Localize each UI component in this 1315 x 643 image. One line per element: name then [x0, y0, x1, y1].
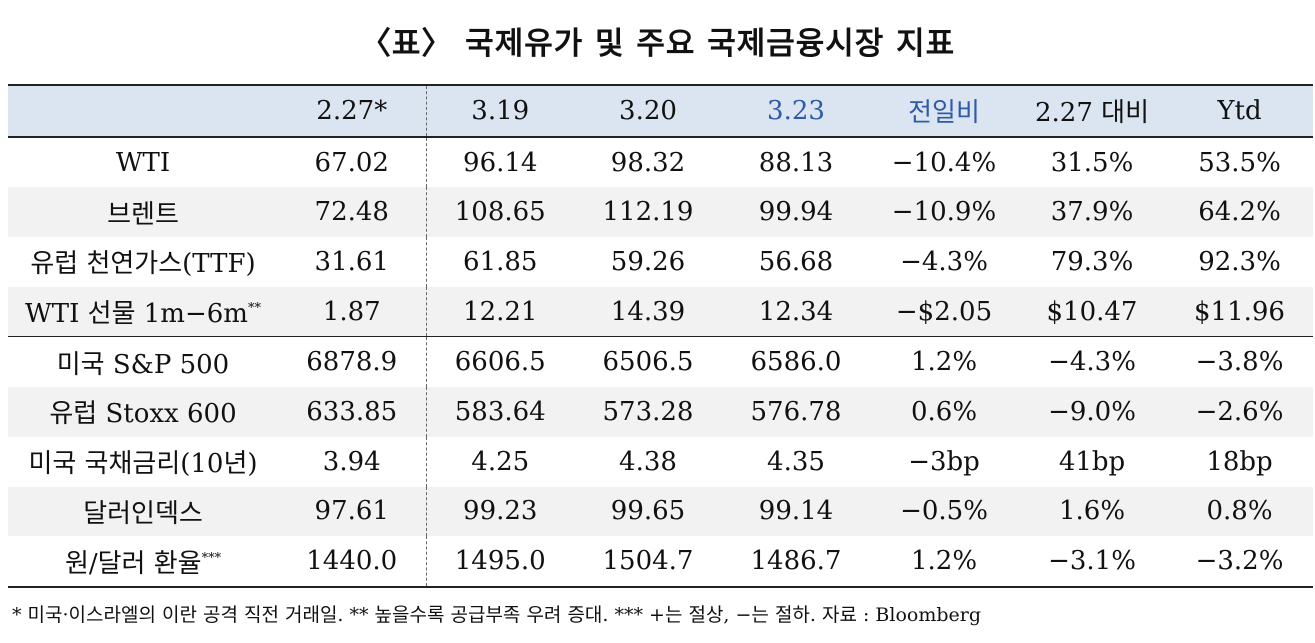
table-cell: 97.61: [278, 486, 427, 537]
table-cell: 88.13: [758, 147, 834, 178]
table-cell: 96.14: [463, 147, 538, 178]
row-label: 미국 S&P 500: [8, 336, 278, 388]
table-footnote: * 미국·이스라엘의 이란 공격 직전 거래일. ** 높을수록 공급부족 우려…: [12, 604, 982, 626]
table-cell: 31.61: [278, 237, 427, 287]
market-indicators-table: 2.27* 3.19 3.20 3.23 전일비 2.27 대비 Ytd WTI…: [8, 84, 1313, 588]
table-cell: 0.8%: [1166, 486, 1313, 537]
table-cell: −10.4%: [891, 147, 997, 178]
table-cell: 1486.7: [722, 536, 870, 588]
table-cell: 6586.0: [722, 336, 870, 388]
table-cell: 573.28: [574, 387, 722, 437]
table-cell: 1440.0: [278, 536, 427, 588]
table-cell: −3bp: [908, 446, 980, 477]
table-cell: −10.9%: [870, 187, 1018, 238]
table-cell: −4.3%: [1018, 336, 1166, 388]
table-cell: $10.47: [1018, 286, 1166, 337]
table-cell: −$2.05: [870, 286, 1018, 337]
table-cell: 61.85: [463, 246, 538, 277]
header-label-col: [8, 84, 278, 138]
table-cell: 98.32: [610, 147, 686, 178]
table-cell: −3.1%: [1018, 536, 1166, 588]
table-cell: 6878.9: [278, 336, 427, 388]
table-cell: 92.3%: [1198, 246, 1281, 277]
row-label: WTI: [115, 147, 171, 178]
table-cell: 53.5%: [1198, 147, 1281, 178]
table-cell: 12.21: [426, 286, 574, 337]
table-cell: 1504.7: [574, 536, 722, 588]
table-row-wti: WTI 67.02 96.14 98.32 88.13 −10.4% 31.5%…: [8, 136, 1313, 188]
row-label: 유럽 천연가스(TTF): [30, 249, 256, 280]
row-label: 원/달러 환율***: [8, 536, 278, 588]
table-cell: 633.85: [278, 387, 427, 437]
table-cell: −9.0%: [1018, 387, 1166, 437]
table-cell: 67.02: [278, 136, 427, 188]
table-cell: 37.9%: [1018, 187, 1166, 238]
table-title: 〈표〉 국제유가 및 주요 국제금융시장 지표: [359, 26, 956, 62]
table-row-krw: 원/달러 환율*** 1440.0 1495.0 1504.7 1486.7 1…: [8, 536, 1313, 588]
table-cell: 99.14: [722, 486, 870, 537]
table-cell: −0.5%: [870, 486, 1018, 537]
row-label: 브렌트: [8, 187, 278, 238]
table-cell: 99.23: [426, 486, 574, 537]
table-cell: 41bp: [1058, 446, 1126, 477]
table-cell: 64.2%: [1166, 187, 1313, 238]
table-cell: 6506.5: [574, 336, 722, 388]
table-cell: 1.6%: [1018, 486, 1166, 537]
table-row-wti-spread: WTI 선물 1m−6m** 1.87 12.21 14.39 12.34 −$…: [8, 286, 1313, 337]
table-row-brent: 브렌트 72.48 108.65 112.19 99.94 −10.9% 37.…: [8, 187, 1313, 238]
table-cell: 56.68: [758, 246, 834, 277]
table-cell: 576.78: [722, 387, 870, 437]
table-cell: 18bp: [1206, 446, 1273, 477]
table-cell: $11.96: [1166, 286, 1313, 337]
table-cell: 72.48: [278, 187, 427, 238]
table-cell: 112.19: [574, 187, 722, 238]
table-cell: 79.3%: [1050, 246, 1134, 277]
table-cell: −2.6%: [1166, 387, 1313, 437]
table-row-dxy: 달러인덱스 97.61 99.23 99.65 99.14 −0.5% 1.6%…: [8, 486, 1313, 537]
table-cell: 14.39: [574, 286, 722, 337]
table-cell: −4.3%: [900, 246, 988, 277]
table-cell: 59.26: [610, 246, 686, 277]
table-row-ttf: 유럽 천연가스(TTF) 31.61 61.85 59.26 56.68 −4.…: [8, 237, 1313, 287]
table-cell: −3.8%: [1166, 336, 1313, 388]
row-label: 유럽 Stoxx 600: [8, 387, 278, 437]
table-cell: 583.64: [426, 387, 574, 437]
table-cell: 31.5%: [1050, 147, 1134, 178]
header-date-0227: 2.27*: [278, 84, 427, 138]
header-date-0319: 3.19: [426, 84, 574, 138]
table-header-row: 2.27* 3.19 3.20 3.23 전일비 2.27 대비 Ytd: [8, 84, 1313, 138]
row-label-text: WTI 선물 1m−6m: [25, 299, 248, 330]
table-row-ust10y: 미국 국채금리(10년) 3.94 4.25 4.38 4.35 −3bp 41…: [8, 436, 1313, 487]
table-cell: 4.25: [471, 446, 530, 477]
table-cell: 1.87: [278, 286, 427, 337]
table-cell: 0.6%: [870, 387, 1018, 437]
table-row-sp500: 미국 S&P 500 6878.9 6606.5 6506.5 6586.0 1…: [8, 336, 1313, 388]
table-cell: 4.35: [767, 446, 825, 477]
header-vs-0227: 2.27 대비: [1018, 84, 1166, 138]
header-ytd: Ytd: [1166, 84, 1313, 138]
table-cell: 99.65: [574, 486, 722, 537]
table-cell: 1.2%: [870, 536, 1018, 588]
footnote-marker: ***: [201, 550, 222, 566]
table-cell: 3.94: [278, 436, 427, 487]
table-cell: 1.2%: [870, 336, 1018, 388]
table-cell: 4.38: [619, 446, 677, 477]
row-label: 달러인덱스: [8, 486, 278, 537]
table-cell: −3.2%: [1166, 536, 1313, 588]
table-cell: 108.65: [426, 187, 574, 238]
table-cell: 1495.0: [426, 536, 574, 588]
header-day-change: 전일비: [870, 84, 1018, 138]
row-label-text: 원/달러 환율: [64, 548, 202, 579]
table-row-stoxx600: 유럽 Stoxx 600 633.85 583.64 573.28 576.78…: [8, 387, 1313, 437]
header-date-0323: 3.23: [722, 84, 870, 138]
footnote-marker: **: [247, 301, 261, 317]
row-label: WTI 선물 1m−6m**: [8, 286, 278, 337]
table-cell: 6606.5: [426, 336, 574, 388]
table-cell: 12.34: [722, 286, 870, 337]
row-label: 미국 국채금리(10년): [28, 449, 258, 480]
table-cell: 99.94: [722, 187, 870, 238]
header-date-0320: 3.20: [574, 84, 722, 138]
